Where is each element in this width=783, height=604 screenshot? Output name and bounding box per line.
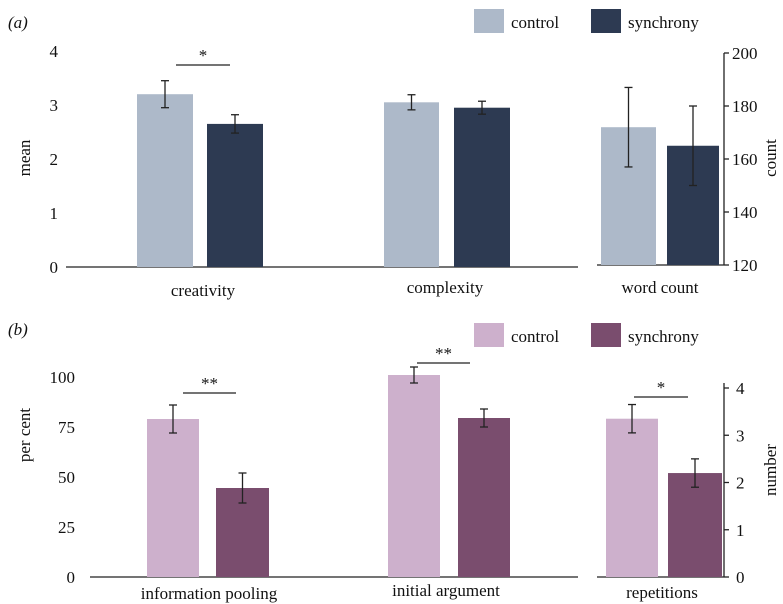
b-main-ytick-4: 100 [50, 368, 76, 387]
chart-a-main-category-0: creativity [171, 281, 236, 300]
a-right-ytick-2: 160 [732, 150, 758, 169]
chart-b-main: per cent 0 25 50 75 100 ** ** information poo… [15, 344, 578, 603]
b-right-ytick-3: 3 [736, 426, 745, 445]
chart-a-main-ylabel: mean [15, 139, 34, 176]
b-main-bar-control-0 [147, 419, 199, 577]
b-main-bar-control-1 [388, 375, 440, 577]
a-main-bar-synchrony-0 [207, 123, 263, 268]
legend-a-control-label: control [511, 13, 559, 32]
chart-a-main-category-1: complexity [407, 278, 484, 297]
chart-a-main: mean 0 1 2 3 4 * creativity complexity [15, 42, 578, 300]
legend-b-control-swatch [474, 323, 504, 347]
b-main-ytick-1: 25 [58, 518, 75, 537]
panel-a: (a) control synchrony mean 0 1 2 3 4 * creat… [8, 9, 780, 300]
a-main-ytick-0: 0 [50, 258, 59, 277]
b-right-significance-label-0: * [657, 378, 666, 397]
b-right-ytick-2: 2 [736, 474, 745, 493]
panel-b: (b) control synchrony per cent 025507510… [8, 320, 780, 603]
a-main-bar-control-0 [137, 94, 193, 267]
b-main-bar-synchrony-1 [458, 418, 510, 577]
b-right-bar-synchrony-0 [668, 473, 722, 577]
chart-b-main-category-0: information pooling [141, 584, 278, 603]
panel-b-legend: control synchrony [474, 323, 699, 347]
a-main-ytick-2: 2 [50, 150, 59, 169]
chart-a-right: 120 140 160 180 200 word count count [597, 44, 780, 297]
legend-a-control-swatch [474, 9, 504, 33]
a-main-ytick-3: 3 [50, 96, 59, 115]
legend-a-synchrony-label: synchrony [628, 13, 699, 32]
a-right-ytick-4: 200 [732, 44, 758, 63]
b-main-ytick-0: 0 [67, 568, 76, 587]
b-main-ytick-2: 50 [58, 468, 75, 487]
b-right-ytick-0: 0 [736, 568, 745, 587]
legend-a-synchrony-swatch [591, 9, 621, 33]
chart-b-main-ylabel: per cent [15, 408, 34, 463]
legend-b-synchrony-swatch [591, 323, 621, 347]
panel-a-legend: control synchrony [474, 9, 699, 33]
chart-b-right-category-0: repetitions [626, 583, 698, 602]
a-main-significance-label-0: * [199, 46, 208, 65]
b-right-bar-control-0 [606, 418, 658, 577]
a-main-ytick-4: 4 [50, 42, 59, 61]
a-main-bar-synchrony-1 [454, 107, 510, 267]
a-main-ytick-1: 1 [50, 204, 59, 223]
a-right-ytick-0: 120 [732, 256, 758, 275]
chart-b-right: 0 1 2 3 4 * repetitions number [597, 378, 780, 602]
b-main-significance-label-0: ** [201, 374, 218, 393]
panel-b-label: (b) [8, 320, 28, 339]
panel-a-label: (a) [8, 13, 28, 32]
legend-b-synchrony-label: synchrony [628, 327, 699, 346]
a-right-ytick-1: 140 [732, 203, 758, 222]
chart-b-right-ylabel: number [761, 444, 780, 496]
a-right-ytick-3: 180 [732, 97, 758, 116]
a-main-bar-control-1 [384, 102, 439, 267]
chart-a-right-ylabel: count [761, 139, 780, 177]
b-right-ytick-1: 1 [736, 521, 745, 540]
legend-b-control-label: control [511, 327, 559, 346]
chart-a-right-category-0: word count [622, 278, 699, 297]
b-main-ytick-3: 75 [58, 418, 75, 437]
chart-b-main-category-1: initial argument [392, 581, 500, 600]
b-right-ytick-4: 4 [736, 379, 745, 398]
b-main-significance-label-1: ** [435, 344, 452, 363]
